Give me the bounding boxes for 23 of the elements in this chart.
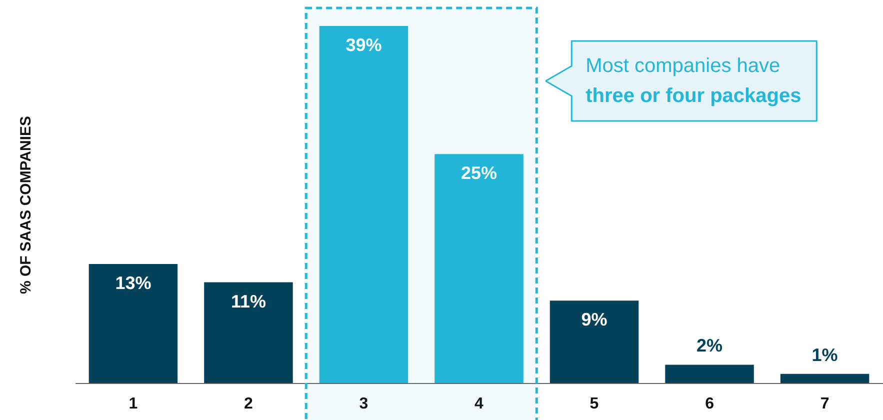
x-tick-label: 2 xyxy=(244,396,254,412)
data-label: 1% xyxy=(812,344,838,365)
x-tick-label: 3 xyxy=(359,396,368,412)
bar xyxy=(204,282,293,383)
data-label: 2% xyxy=(696,336,723,356)
x-tick-label: 6 xyxy=(705,396,714,412)
data-label: 11% xyxy=(230,291,266,312)
annotation: Most companies have xyxy=(586,55,780,77)
data-label: 13% xyxy=(115,273,152,293)
bar xyxy=(88,264,178,383)
bar xyxy=(780,374,870,383)
bar xyxy=(434,154,524,383)
bar xyxy=(665,364,754,383)
x-tick-label: 1 xyxy=(128,396,138,412)
x-tick-label: 4 xyxy=(474,396,484,412)
annotation: three or four packages xyxy=(586,85,802,107)
data-label: 25% xyxy=(460,163,498,184)
data-label: 39% xyxy=(346,35,382,55)
y-axis-title: % OF SAAS COMPANIES xyxy=(18,116,34,294)
bar xyxy=(550,300,639,383)
x-tick-label: 5 xyxy=(590,396,599,412)
x-tick-label: 7 xyxy=(820,396,830,412)
data-label: 9% xyxy=(581,310,608,330)
